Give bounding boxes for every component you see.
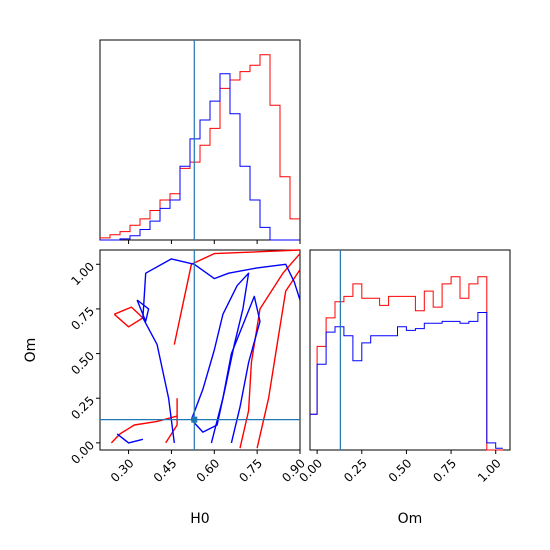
om-marginal-panel: 0.00 0.25 0.50 0.75 1.00 Om — [296, 249, 511, 527]
x-axis-label-om: Om — [398, 511, 423, 527]
y-tick-label: 0.25 — [68, 393, 97, 422]
om-marginal-frame — [309, 249, 511, 451]
histogram-step-series-0 — [310, 276, 503, 451]
om-vs-h0-panel: 0.30 0.45 0.60 0.75 0.90 0.000.250.500.751.0… — [23, 249, 308, 527]
contour-line-series-0-1 — [256, 269, 301, 449]
h0-marginal-xticks — [128, 240, 301, 244]
contour-xticks: 0.30 0.45 0.60 0.75 0.90 — [108, 450, 308, 485]
x-tick-label: 0.45 — [151, 456, 180, 485]
y-tick-label: 1.00 — [68, 259, 97, 288]
contour-line-series-1-4 — [136, 299, 150, 323]
h0-marginal-frame — [99, 39, 301, 241]
histogram-step-series-1 — [310, 312, 503, 449]
x-tick-label: 0.75 — [430, 456, 459, 485]
x-tick-label: 1.00 — [475, 456, 504, 485]
histogram-step-series-0 — [100, 54, 300, 239]
contour-line-series-1-0 — [190, 272, 250, 433]
contour-frame — [99, 249, 301, 451]
histogram-step-series-1 — [100, 73, 300, 241]
contour-line-series-0-5 — [173, 249, 301, 345]
x-tick-label: 0.30 — [108, 456, 137, 485]
contour-line-series-0-3 — [165, 398, 178, 444]
h0-marginal-panel — [99, 39, 301, 241]
om-marginal-xticks: 0.00 0.25 0.50 0.75 1.00 — [296, 450, 504, 485]
y-axis-label-om: Om — [23, 338, 39, 363]
contour-series — [100, 249, 301, 450]
contour-line-series-1-1 — [210, 295, 261, 444]
x-tick-label: 0.75 — [236, 456, 265, 485]
x-axis-label-h0: H0 — [190, 511, 209, 527]
om-histogram-series — [310, 250, 503, 451]
x-tick-label: 0.50 — [386, 456, 415, 485]
h0-histogram-series — [100, 40, 300, 241]
contour-line-series-0-4 — [113, 306, 144, 328]
contour-line-series-1-3 — [116, 433, 144, 444]
y-tick-label: 0.00 — [68, 438, 97, 467]
x-tick-label: 0.25 — [341, 456, 370, 485]
contour-yticks: 0.00 0.25 0.50 0.75 1.00 — [68, 259, 100, 467]
x-tick-label: 0.60 — [194, 456, 223, 485]
y-tick-label: 0.50 — [68, 349, 97, 378]
truth-point-marker — [191, 416, 198, 423]
y-tick-label: 0.75 — [68, 304, 97, 333]
